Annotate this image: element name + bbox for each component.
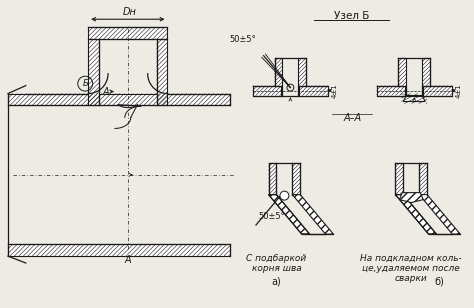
Polygon shape <box>269 195 310 234</box>
Text: С подбаркой: С подбаркой <box>246 254 307 263</box>
Bar <box>253 86 282 95</box>
Text: б): б) <box>434 277 444 287</box>
Bar <box>292 163 300 195</box>
Text: На подкладном коль-: На подкладном коль- <box>360 254 462 263</box>
Bar <box>422 58 430 86</box>
Bar <box>419 163 427 195</box>
Text: 50±5°: 50±5° <box>258 212 285 221</box>
Text: Узел Б: Узел Б <box>334 11 370 21</box>
Text: а): а) <box>272 277 282 287</box>
Text: Б: Б <box>82 79 88 88</box>
Polygon shape <box>395 195 437 234</box>
Text: А: А <box>102 87 109 97</box>
Bar <box>269 163 276 195</box>
Bar <box>423 86 452 95</box>
Text: А: А <box>125 255 131 265</box>
Polygon shape <box>292 195 333 234</box>
Text: 50±5°: 50±5° <box>229 35 255 44</box>
Text: це,удаляемом после: це,удаляемом после <box>363 264 460 273</box>
Text: 4±1: 4±1 <box>456 83 462 98</box>
Bar <box>298 58 306 86</box>
Text: сварки: сварки <box>395 274 428 283</box>
Circle shape <box>280 191 289 200</box>
Bar <box>398 58 406 86</box>
Bar <box>376 86 405 95</box>
Text: А–А: А–А <box>343 113 361 124</box>
Bar <box>8 244 230 256</box>
Polygon shape <box>400 192 423 203</box>
Bar <box>299 86 328 95</box>
Bar <box>8 94 230 105</box>
Text: корня шва: корня шва <box>252 264 301 273</box>
Bar <box>88 27 167 39</box>
Bar <box>156 39 167 105</box>
Bar <box>395 163 403 195</box>
Bar <box>274 58 283 86</box>
Polygon shape <box>419 195 460 234</box>
Polygon shape <box>403 95 425 101</box>
Bar <box>88 39 99 105</box>
Text: Dн: Dн <box>123 7 137 17</box>
Text: 4±1: 4±1 <box>332 83 338 98</box>
